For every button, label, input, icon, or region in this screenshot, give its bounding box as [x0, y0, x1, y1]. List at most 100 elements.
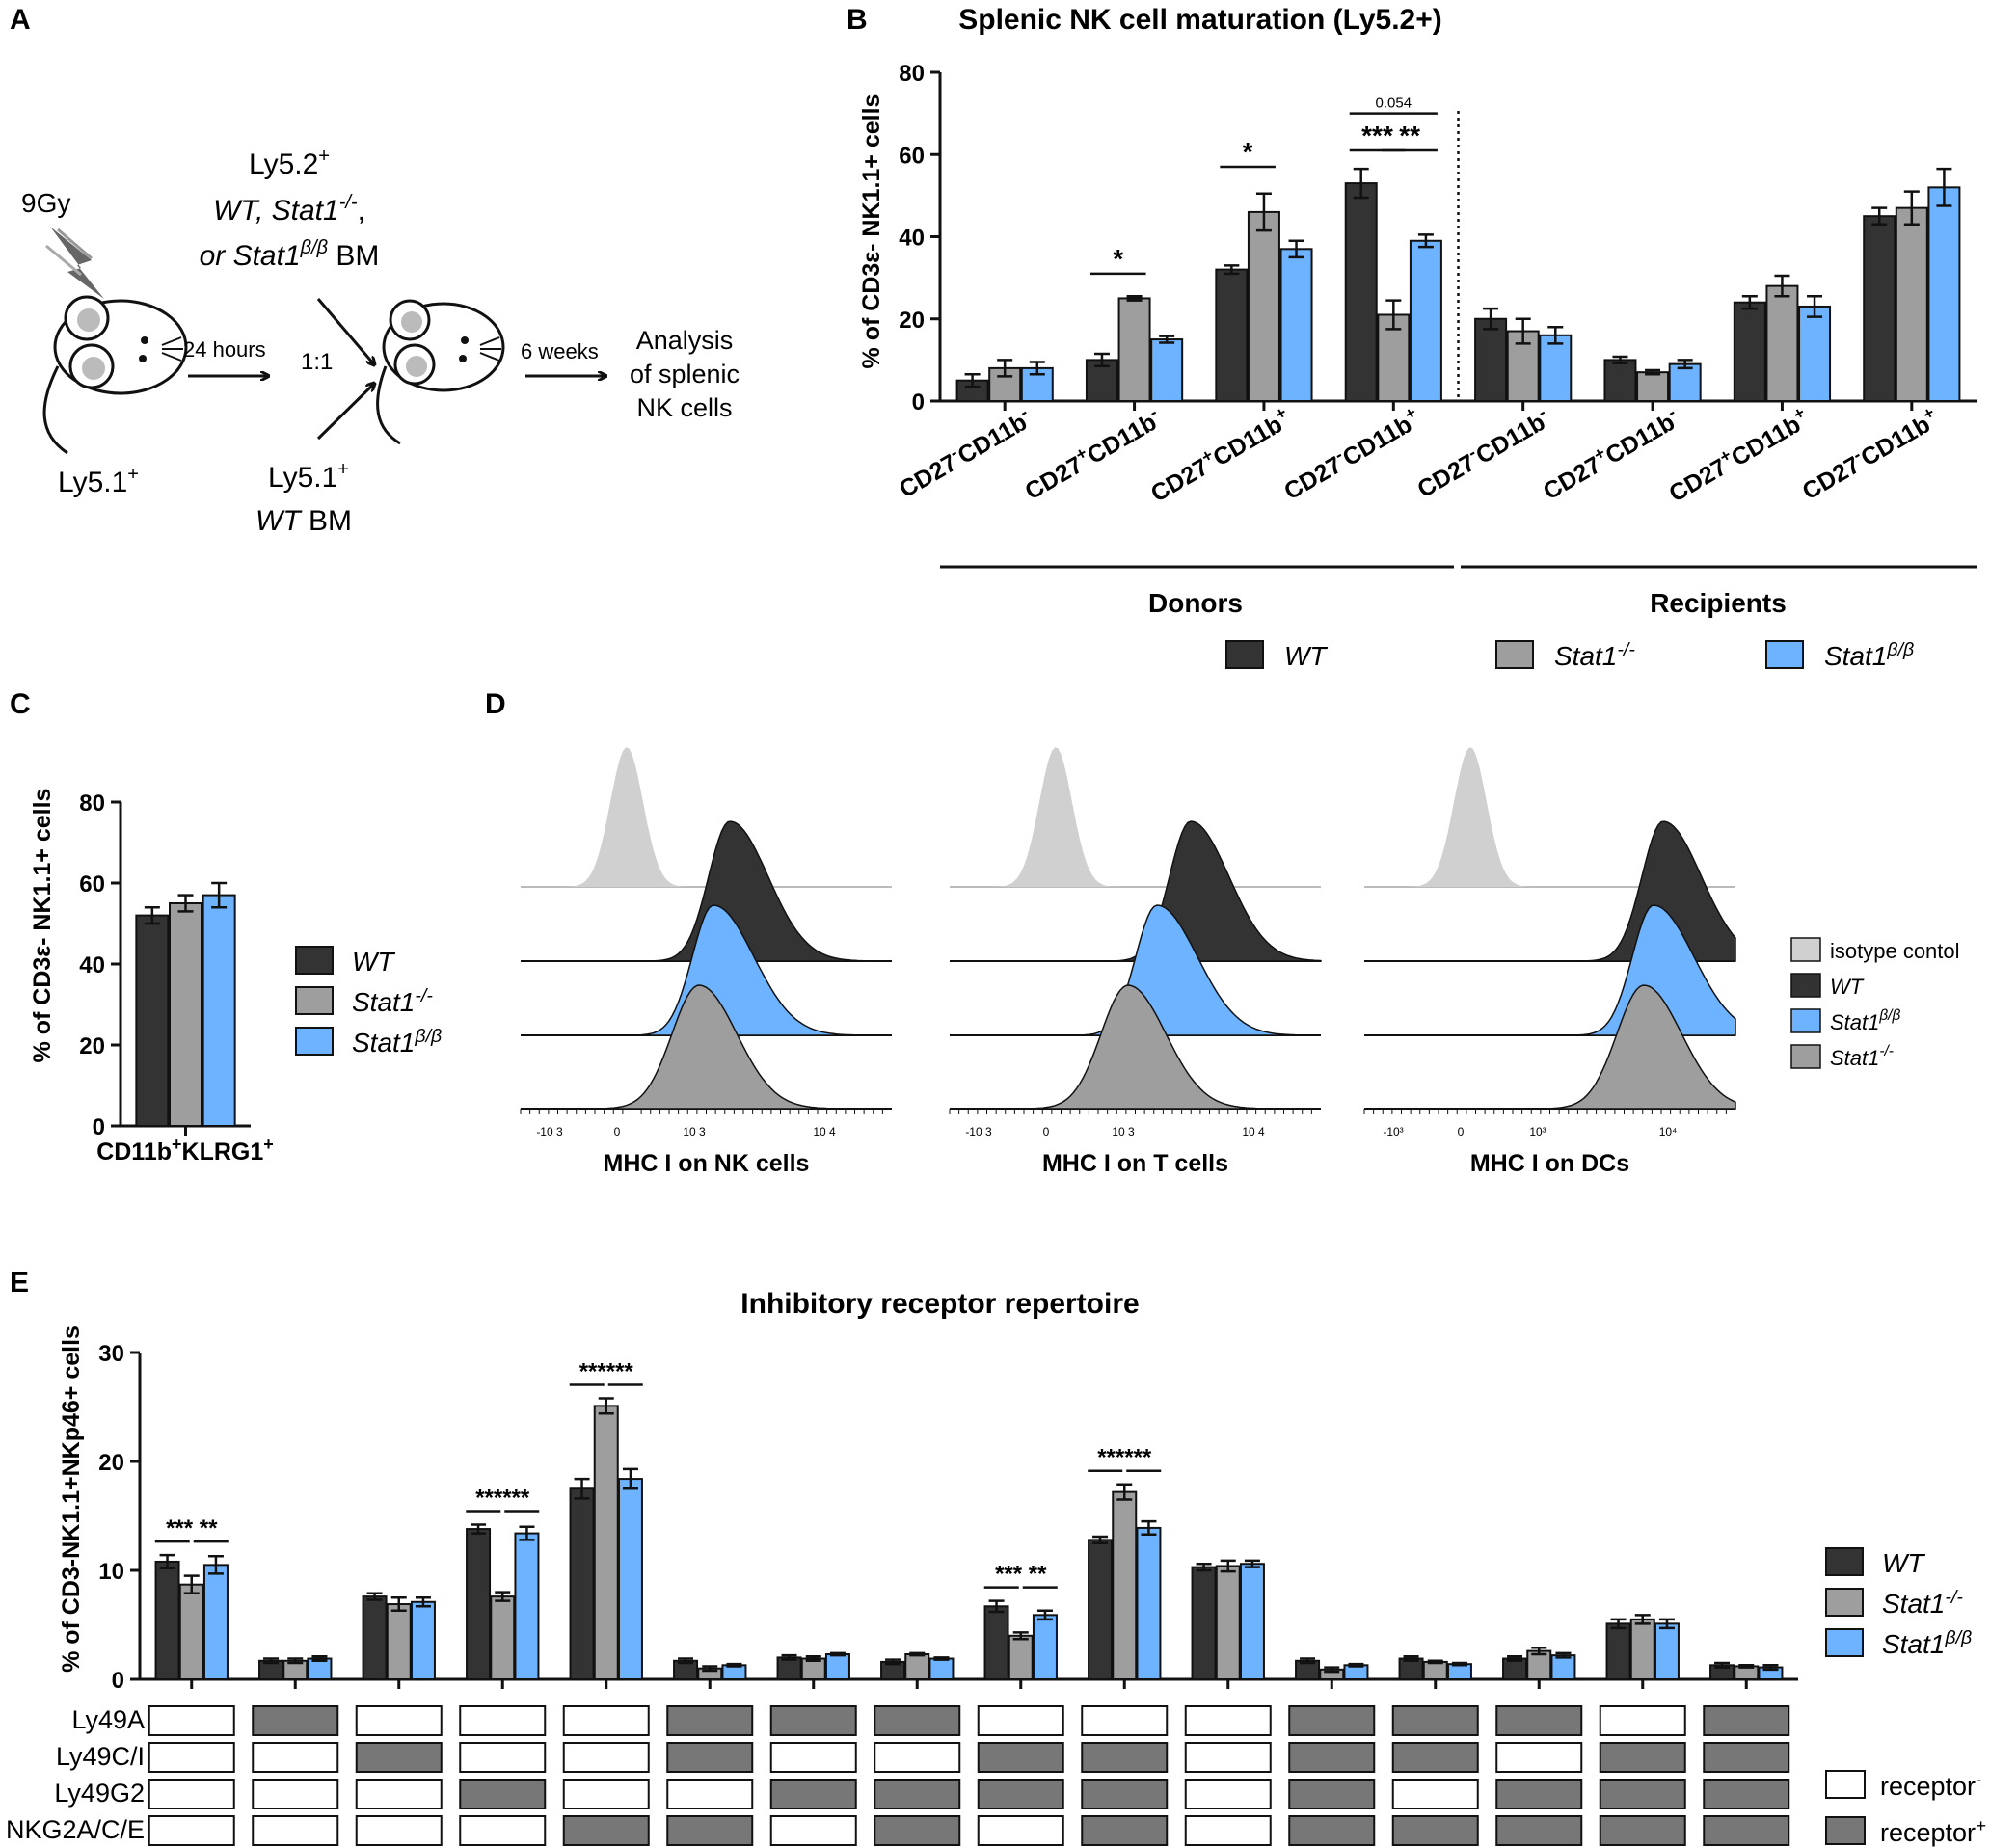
group-label-donors: Donors [1148, 588, 1243, 618]
category-label: CD27-CD11b- [893, 402, 1036, 503]
arrow2-label: 6 weeks [521, 339, 599, 363]
histogram-xlabel: MHC I on DCs [1470, 1150, 1629, 1177]
legend-swatch-wt [1225, 640, 1264, 669]
legend-label-ko-base: Stat1 [1830, 1046, 1879, 1070]
recipient-ly51-label: Ly5.1+ [58, 464, 139, 498]
category-sup: + [172, 1135, 182, 1154]
receptor-cell-negative [148, 1742, 235, 1773]
bar-ko [1422, 1660, 1448, 1681]
receptor-cell-negative [459, 1742, 547, 1773]
bar-bb [1927, 186, 1961, 402]
receptor-matrix: Ly49A Ly49C/I Ly49G2 NKG2A/C/E [6, 1705, 1790, 1846]
receptor-cell-positive [562, 1815, 650, 1846]
significance-label: *** ** [995, 1562, 1047, 1588]
receptor-cell-negative [977, 1705, 1064, 1736]
receptor-name: Ly49G2 [54, 1779, 145, 1808]
bar-bb [1654, 1622, 1680, 1680]
chart-b-bars [955, 167, 1961, 403]
bar-bb [617, 1478, 643, 1680]
category-base: CD27 [1539, 451, 1605, 505]
receptor-cell-negative [1184, 1742, 1272, 1773]
receptor-cell-positive [1288, 1779, 1376, 1809]
legend-label-bb-sup: β/β [1878, 1007, 1900, 1024]
receptor-cell-negative [1081, 1705, 1169, 1736]
y-tick-label: 80 [79, 790, 105, 817]
receptor-cell-negative [1391, 1779, 1479, 1809]
histogram-tick-label: 10³ [1529, 1125, 1546, 1138]
chart-b-title: Splenic NK cell maturation (Ly5.2+) [958, 4, 1442, 36]
receptor-cell-positive [874, 1705, 961, 1736]
category-base: CD27 [1279, 451, 1346, 505]
bar-bb [1668, 362, 1702, 403]
significance-label: * [1113, 244, 1123, 274]
y-tick-label: 20 [98, 1450, 124, 1476]
donor2-line1: Ly5.1+ [268, 459, 349, 494]
receptor-cell-negative [1495, 1742, 1583, 1773]
significance-label: ****** [475, 1486, 530, 1512]
receptor-legend-swatch-neg [1825, 1770, 1866, 1799]
bar-bb [1150, 338, 1184, 402]
chart-e-title: Inhibitory receptor repertoire [740, 1288, 1139, 1320]
bar-ko [1895, 206, 1928, 402]
chart-b-category-labels: CD27-CD11b-CD27+CD11b-CD27+CD11b+CD27-CD… [893, 402, 1938, 507]
category-label: CD27+CD11b- [1537, 402, 1684, 505]
legend-label-ko: Stat1-/- [1882, 1587, 1963, 1619]
receptor-cell-negative [666, 1779, 754, 1809]
receptor-legend-label-neg-base: receptor [1880, 1772, 1976, 1801]
legend-label-wt-base: WT [352, 947, 395, 977]
histogram-panel: -10³ 0 10³ 10⁴ MHC I on DCs [1363, 747, 1736, 1177]
y-tick-label: 0 [112, 1668, 124, 1694]
legend-swatch-ko [1790, 1044, 1821, 1069]
bar-bb [1032, 1614, 1058, 1680]
category-base: CD27 [895, 449, 961, 503]
receptor-cell-positive [1599, 1779, 1686, 1809]
bar-wt [983, 1605, 1009, 1681]
category-base: CD11b [1083, 409, 1161, 469]
ratio-label: 1:1 [301, 349, 333, 375]
donor2-arrow [316, 384, 374, 441]
category-base: CD11b [1600, 409, 1679, 469]
bar-bb [1239, 1563, 1265, 1680]
receptor-cell-positive [874, 1815, 961, 1846]
receptor-cell-negative [977, 1815, 1064, 1846]
bar-bb [928, 1657, 955, 1681]
histogram-bb [521, 904, 892, 1036]
receptor-cell-positive [1703, 1742, 1790, 1773]
bar-ko [490, 1595, 516, 1680]
category-label: CD27+CD11b+ [1144, 402, 1296, 507]
bar-ko [1629, 1618, 1655, 1680]
receptor-cell-positive [874, 1779, 961, 1809]
bar-wt [1605, 1622, 1631, 1680]
receptor-cell-positive [977, 1779, 1064, 1809]
chart-e-bars [154, 1397, 1784, 1681]
panel-a-schematic: 9Gy Ly5.1+ 24 hours 1:1 Ly5.2+ WT, Stat1… [21, 146, 740, 537]
chart-b-legend: WT Stat1-/- Stat1β/β [1225, 639, 1914, 671]
significance-label: ****** [579, 1358, 634, 1384]
legend-label-ko-base: Stat1 [1554, 641, 1617, 671]
receptor-cell-positive [666, 1705, 754, 1736]
bar-ko [178, 1583, 204, 1680]
bar-bb [1550, 1654, 1576, 1681]
bar-wt [1088, 1539, 1114, 1680]
receptor-cell-negative [459, 1815, 547, 1846]
histogram-tick-label: 10⁴ [1659, 1125, 1678, 1138]
receptor-cell-negative [1599, 1705, 1686, 1736]
receptor-cell-negative [1184, 1779, 1272, 1809]
bar-bb [1136, 1526, 1162, 1681]
significance-label: ****** [1097, 1445, 1152, 1471]
bar-ko [386, 1603, 412, 1681]
histogram-tick-label: -10 3 [965, 1125, 992, 1138]
receptor-cell-positive [1703, 1705, 1790, 1736]
legend-label-bb-base: Stat1 [1824, 641, 1887, 671]
receptor-cell-positive [1599, 1815, 1686, 1846]
legend-label-wt: WT [1882, 1548, 1925, 1578]
histogram-ko [521, 984, 892, 1110]
bar-bb [1539, 334, 1573, 402]
receptor-cell-positive [1288, 1705, 1376, 1736]
lightning-icon [50, 227, 104, 299]
receptor-cell-negative [252, 1815, 339, 1846]
y-tick-label: 0 [93, 1114, 105, 1140]
bar-ko [904, 1653, 930, 1681]
